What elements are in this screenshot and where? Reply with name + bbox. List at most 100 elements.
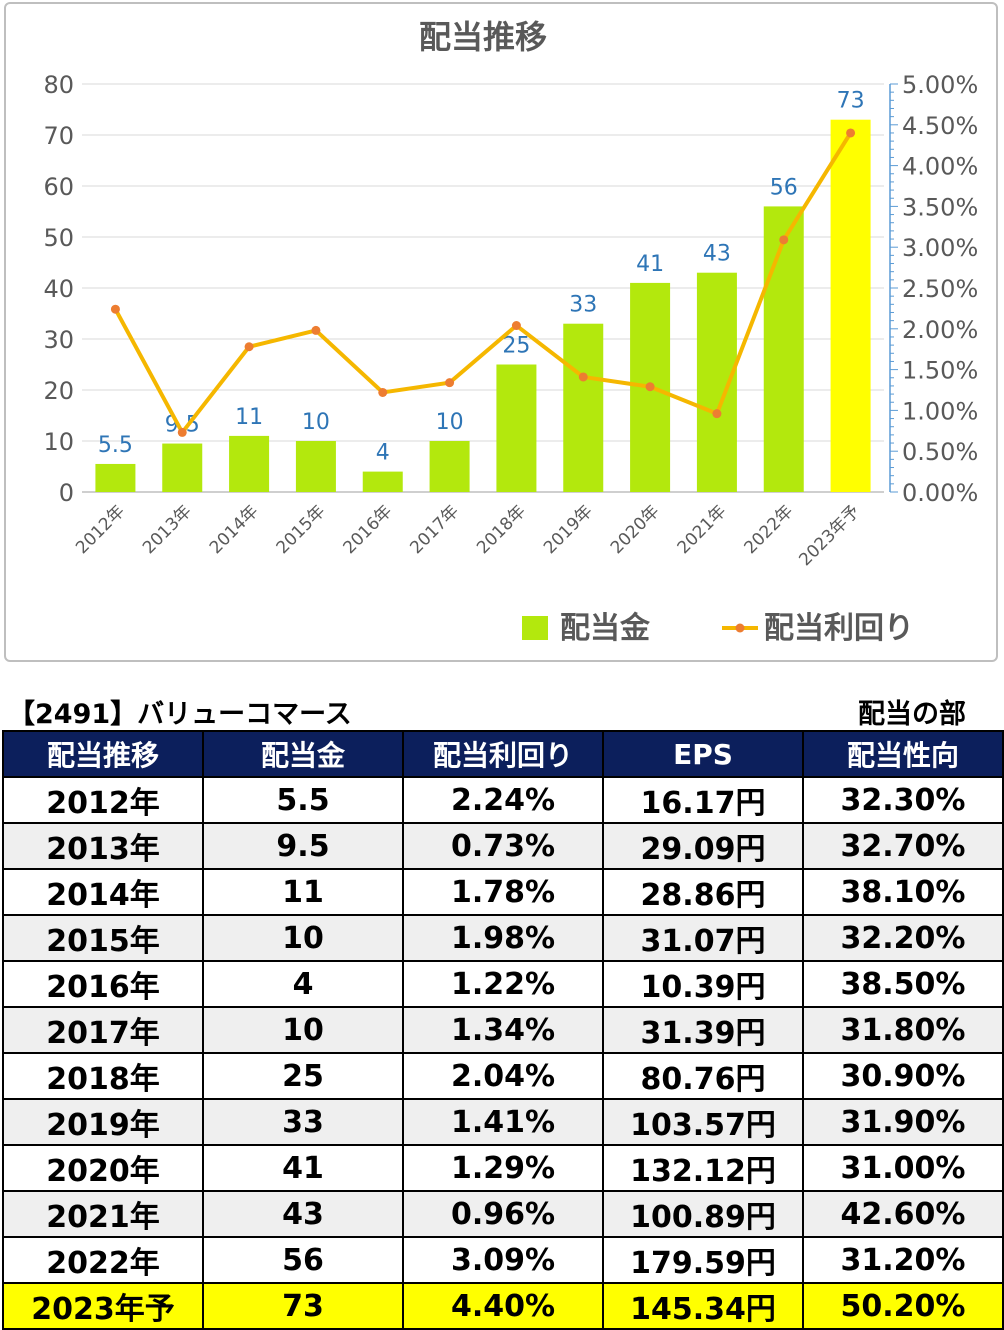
bar-data-label: 73 xyxy=(837,89,865,114)
cell-payout: 31.20% xyxy=(802,1236,1004,1284)
cell-year: 2023年予 xyxy=(2,1282,204,1330)
yield-point xyxy=(445,378,455,388)
y-right-tick-label: 2.50% xyxy=(902,275,978,303)
y-right-tick-label: 2.00% xyxy=(902,316,978,344)
bar-data-label: 5.5 xyxy=(98,433,133,458)
yield-point xyxy=(311,325,321,335)
cell-dividend: 11 xyxy=(202,868,404,916)
cell-payout: 30.90% xyxy=(802,1052,1004,1100)
cell-eps: 29.09円 xyxy=(602,822,804,870)
cell-dividend: 33 xyxy=(202,1098,404,1146)
cell-eps: 31.07円 xyxy=(602,914,804,962)
cell-payout: 38.50% xyxy=(802,960,1004,1008)
cell-yield: 0.73% xyxy=(402,822,604,870)
x-tick-label: 2021年 xyxy=(674,501,731,558)
header-year: 配当推移 xyxy=(2,730,204,778)
chart-panel: 配当推移 0 10 20 30 40 50 60 70 80 0.00% 0.50% 1.00% 1.50… xyxy=(4,2,998,662)
cell-dividend: 10 xyxy=(202,1006,404,1054)
table-row: 2015年 10 1.98% 31.07円 32.20% xyxy=(2,914,1004,962)
bar-data-label: 11 xyxy=(235,405,263,430)
chart-title: 配当推移 xyxy=(419,18,547,56)
dividend-table: 配当推移 配当金 配当利回り EPS 配当性向 2012年 5.5 2.24% 16.… xyxy=(2,730,1004,1330)
y-left-tick-label: 50 xyxy=(43,224,74,252)
cell-yield: 1.29% xyxy=(402,1144,604,1192)
y-left-tick-label: 40 xyxy=(43,275,74,303)
cell-eps: 31.39円 xyxy=(602,1006,804,1054)
x-tick-label: 2017年 xyxy=(406,501,463,558)
bar xyxy=(362,471,403,492)
yield-point xyxy=(378,387,388,397)
bar xyxy=(429,441,470,492)
bar-data-label: 25 xyxy=(502,334,530,359)
cell-eps: 179.59円 xyxy=(602,1236,804,1284)
bar xyxy=(229,435,270,492)
cell-payout: 32.30% xyxy=(802,776,1004,824)
cell-year: 2017年 xyxy=(2,1006,204,1054)
cell-payout: 31.00% xyxy=(802,1144,1004,1192)
yield-point xyxy=(244,342,254,352)
table-header-row: 配当推移 配当金 配当利回り EPS 配当性向 xyxy=(2,730,1004,778)
cell-yield: 1.98% xyxy=(402,914,604,962)
table-row: 2012年 5.5 2.24% 16.17円 32.30% xyxy=(2,776,1004,824)
cell-dividend: 9.5 xyxy=(202,822,404,870)
cell-yield: 4.40% xyxy=(402,1282,604,1330)
cell-year: 2013年 xyxy=(2,822,204,870)
x-tick-label: 2019年 xyxy=(540,501,597,558)
x-tick-label: 2012年 xyxy=(72,501,129,558)
table-row: 2018年 25 2.04% 80.76円 30.90% xyxy=(2,1052,1004,1100)
legend-bar-swatch xyxy=(522,616,548,640)
cell-payout: 31.80% xyxy=(802,1006,1004,1054)
section-label: 配当の部 xyxy=(858,699,966,730)
bar-data-label: 10 xyxy=(302,410,330,435)
x-tick-label: 2013年 xyxy=(139,501,196,558)
cell-eps: 103.57円 xyxy=(602,1098,804,1146)
yield-point xyxy=(779,235,789,245)
yield-point xyxy=(578,372,588,382)
header-payout: 配当性向 xyxy=(802,730,1004,778)
bar xyxy=(563,323,604,492)
x-tick-label: 2016年 xyxy=(340,501,397,558)
cell-payout: 38.10% xyxy=(802,868,1004,916)
cell-dividend: 56 xyxy=(202,1236,404,1284)
y-left-tick-label: 20 xyxy=(43,377,74,405)
yield-point xyxy=(177,427,187,437)
cell-eps: 10.39円 xyxy=(602,960,804,1008)
y-right-tick-label: 0.00% xyxy=(902,479,978,507)
yield-point xyxy=(511,321,521,331)
x-tick-label: 2015年 xyxy=(273,501,330,558)
cell-yield: 0.96% xyxy=(402,1190,604,1238)
bar xyxy=(162,443,203,492)
y-right-tick-label: 5.00% xyxy=(902,71,978,99)
y-right-tick-label: 1.50% xyxy=(902,357,978,385)
cell-year: 2021年 xyxy=(2,1190,204,1238)
y-left-tick-label: 70 xyxy=(43,122,74,150)
x-tick-label: 2018年 xyxy=(473,501,530,558)
y-right-tick-label: 4.00% xyxy=(902,153,978,181)
cell-eps: 100.89円 xyxy=(602,1190,804,1238)
table-row: 2019年 33 1.41% 103.57円 31.90% xyxy=(2,1098,1004,1146)
section-header: 【2491】バリューコマース 配当の部 xyxy=(8,692,974,730)
y-right-tick-label: 0.50% xyxy=(902,438,978,466)
cell-payout: 42.60% xyxy=(802,1190,1004,1238)
cell-dividend: 25 xyxy=(202,1052,404,1100)
y-left-tick-label: 80 xyxy=(43,71,74,99)
x-tick-label: 2020年 xyxy=(607,501,664,558)
cell-dividend: 73 xyxy=(202,1282,404,1330)
cell-yield: 1.41% xyxy=(402,1098,604,1146)
bar-data-label: 33 xyxy=(569,293,597,318)
cell-payout: 32.20% xyxy=(802,914,1004,962)
y-right-tick-label: 3.00% xyxy=(902,234,978,262)
cell-yield: 2.24% xyxy=(402,776,604,824)
cell-year: 2019年 xyxy=(2,1098,204,1146)
cell-dividend: 10 xyxy=(202,914,404,962)
header-eps: EPS xyxy=(602,730,804,778)
cell-yield: 2.04% xyxy=(402,1052,604,1100)
cell-yield: 1.34% xyxy=(402,1006,604,1054)
cell-year: 2020年 xyxy=(2,1144,204,1192)
y-right-tick-label: 3.50% xyxy=(902,193,978,221)
yield-point xyxy=(645,382,655,392)
bar-data-label: 56 xyxy=(770,175,798,200)
cell-year: 2012年 xyxy=(2,776,204,824)
cell-eps: 28.86円 xyxy=(602,868,804,916)
cell-year: 2015年 xyxy=(2,914,204,962)
